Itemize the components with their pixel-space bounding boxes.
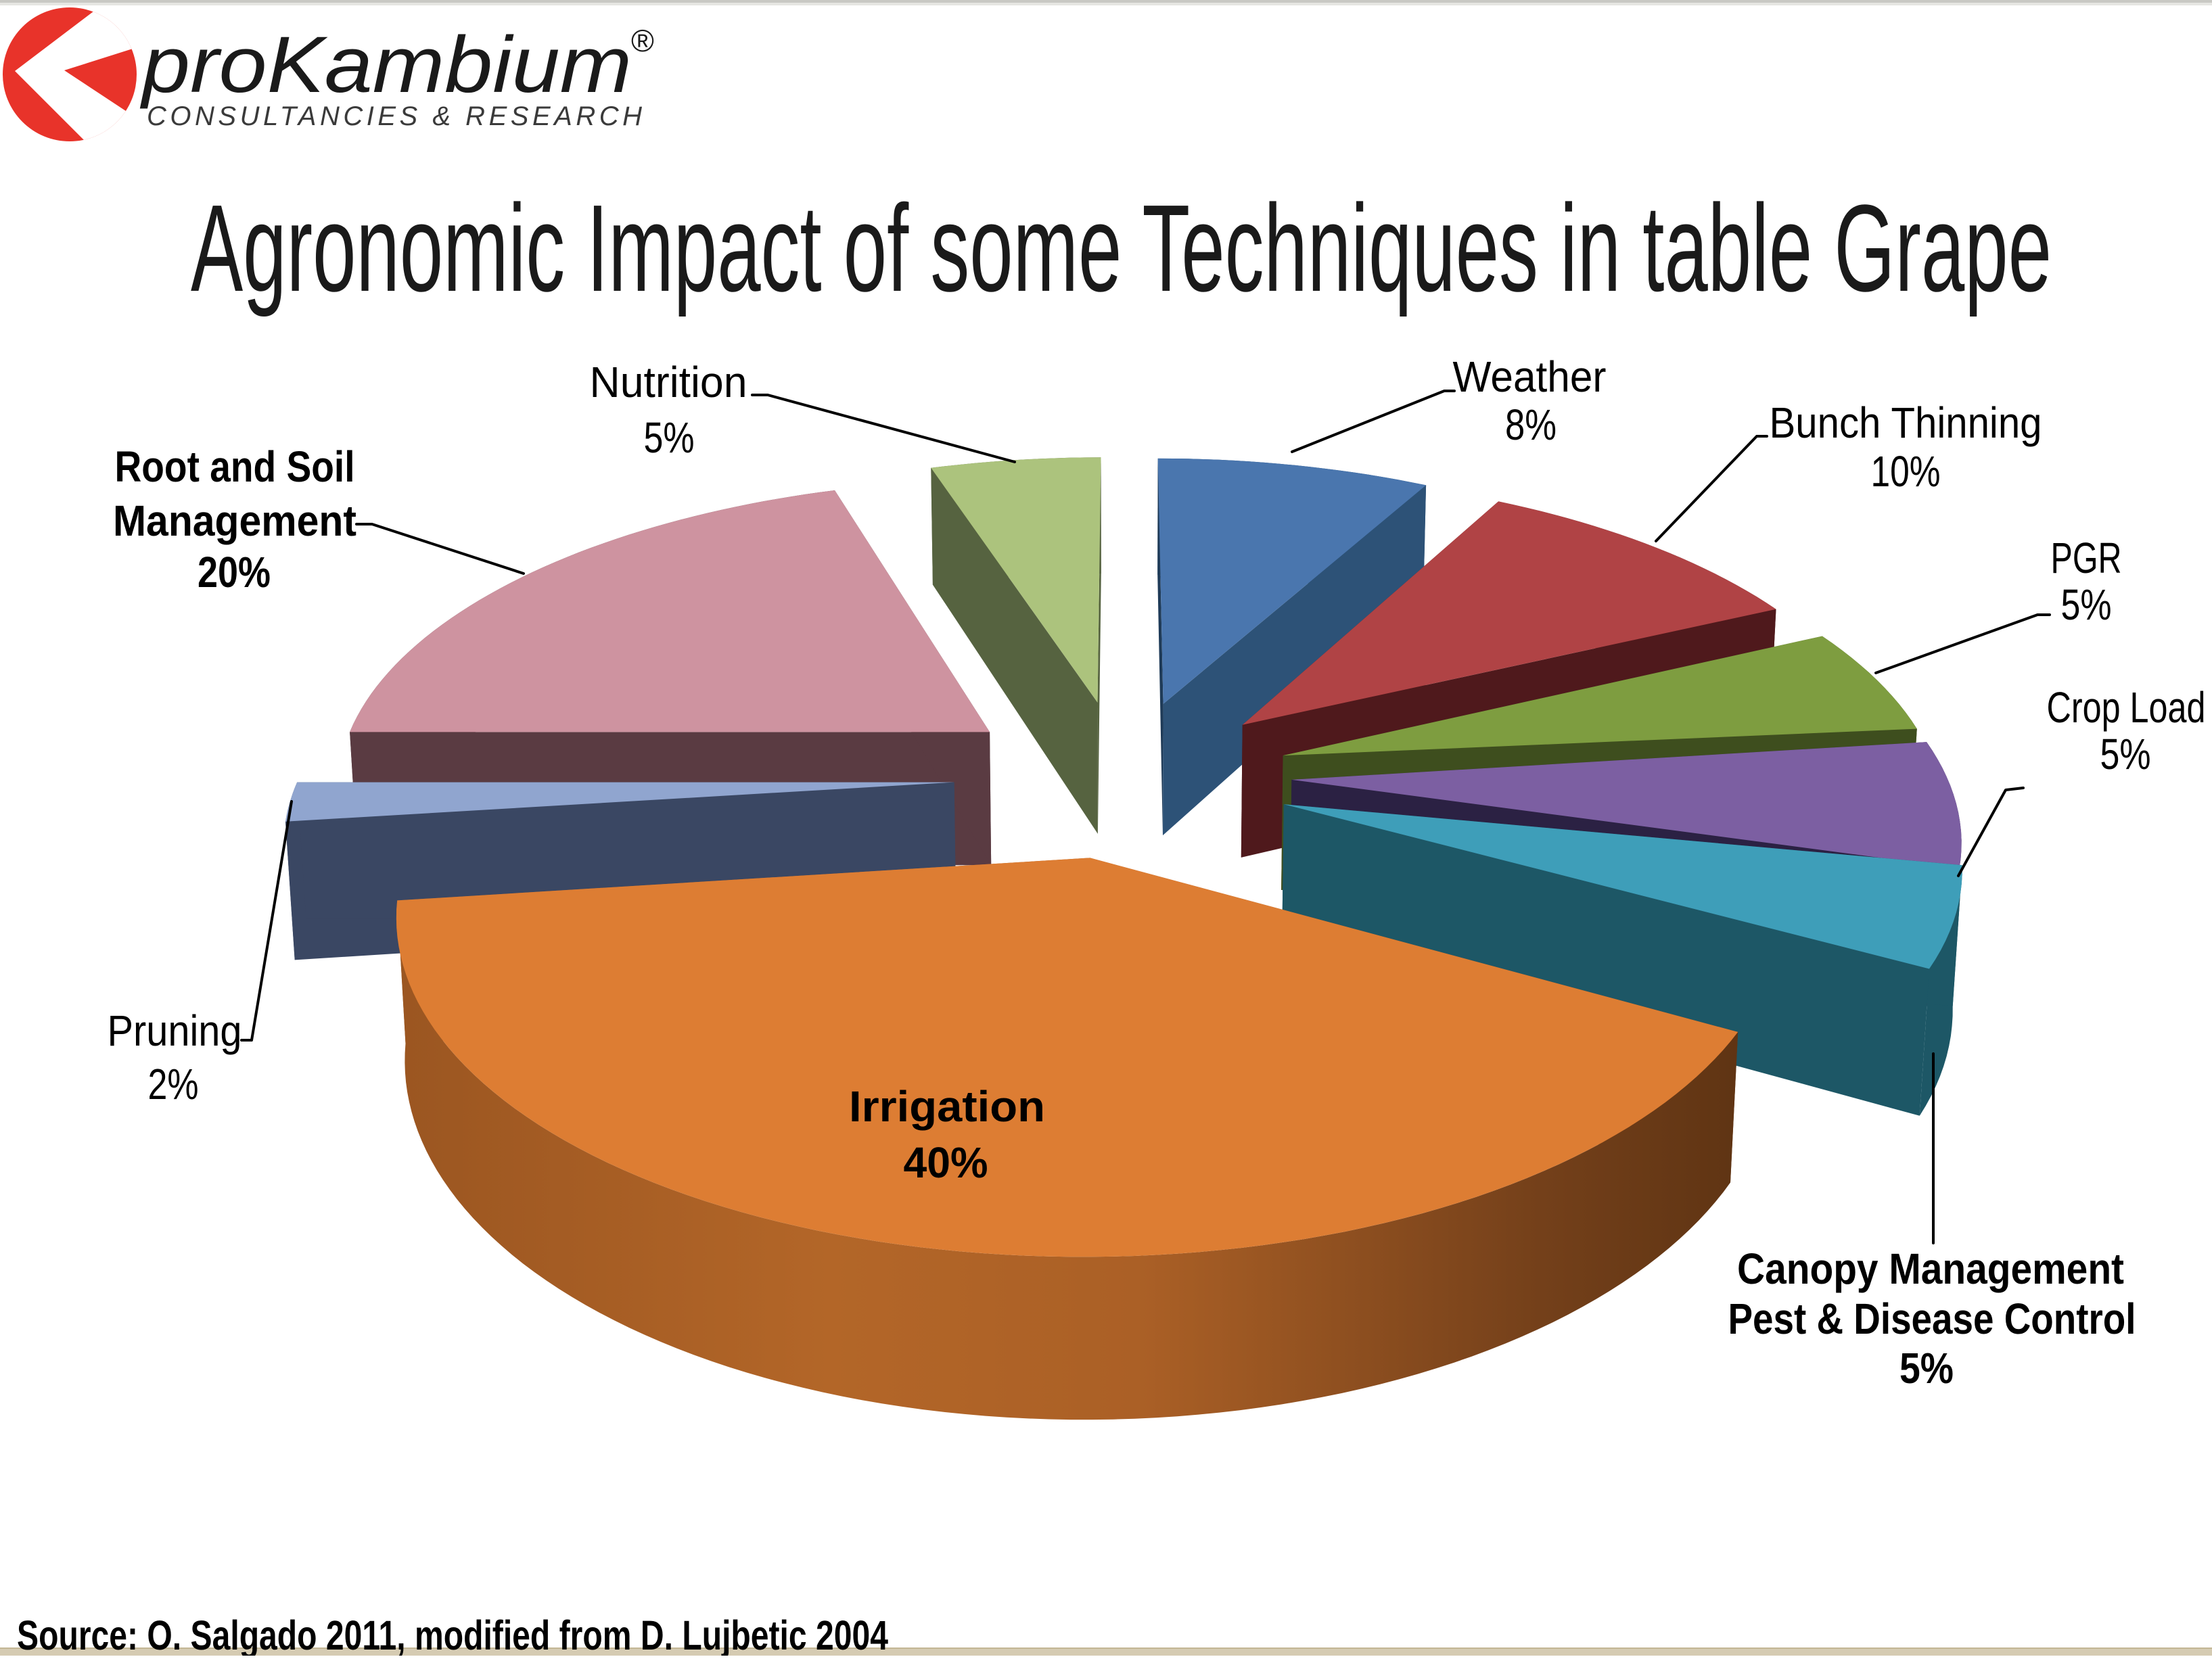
- svg-text:10%: 10%: [1871, 447, 1941, 496]
- svg-text:Irrigation: Irrigation: [849, 1082, 1045, 1131]
- svg-text:CONSULTANCIES & RESEARCH: CONSULTANCIES & RESEARCH: [147, 101, 642, 131]
- svg-text:5%: 5%: [644, 413, 695, 462]
- svg-text:Pest & Disease Control: Pest & Disease Control: [1728, 1294, 2136, 1343]
- svg-text:20%: 20%: [198, 548, 271, 597]
- svg-text:Canopy Management: Canopy Management: [1737, 1244, 2124, 1293]
- svg-text:Bunch Thinning: Bunch Thinning: [1770, 398, 2042, 447]
- svg-text:proKambium: proKambium: [140, 20, 632, 110]
- svg-text:Management: Management: [113, 496, 356, 545]
- svg-text:2%: 2%: [148, 1060, 199, 1108]
- svg-text:5%: 5%: [2061, 580, 2112, 629]
- svg-text:40%: 40%: [904, 1138, 988, 1187]
- svg-text:8%: 8%: [1505, 400, 1557, 449]
- svg-text:Root and Soil: Root and Soil: [115, 442, 355, 491]
- svg-text:5%: 5%: [1899, 1344, 1954, 1393]
- svg-text:5%: 5%: [2100, 730, 2151, 778]
- svg-text:Crop Load: Crop Load: [2047, 683, 2206, 732]
- svg-text:Nutrition: Nutrition: [590, 358, 747, 406]
- svg-text:Pruning: Pruning: [108, 1006, 242, 1055]
- svg-text:PGR: PGR: [2051, 534, 2122, 582]
- svg-text:Weather: Weather: [1453, 352, 1607, 401]
- svg-text:Source: O. Salgado 2011, modif: Source: O. Salgado 2011, modified from D…: [17, 1612, 888, 1656]
- svg-text:®: ®: [631, 23, 654, 58]
- svg-text:Agronomic Impact of some Techn: Agronomic Impact of some Techniques in t…: [191, 179, 2052, 317]
